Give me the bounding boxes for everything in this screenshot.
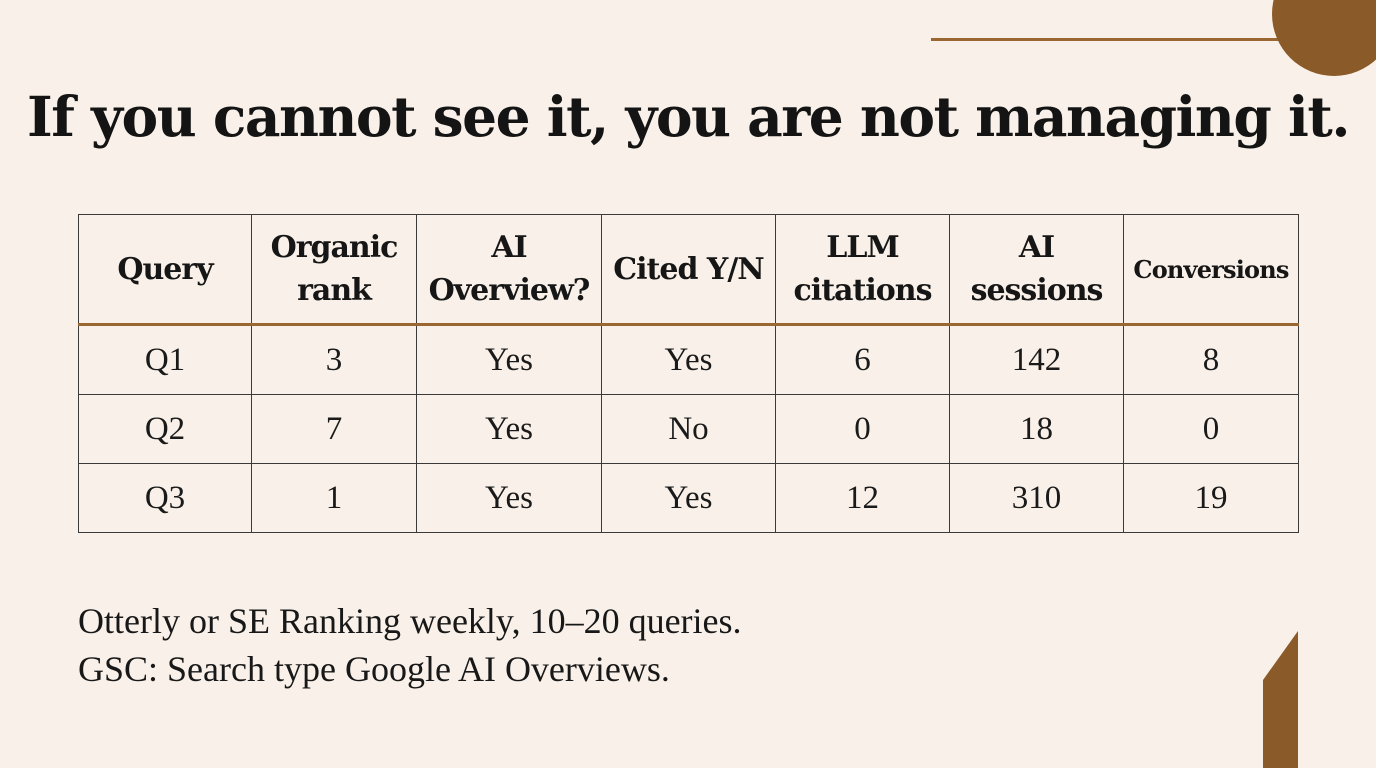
metrics-table: Query Organic rank AI Overview? Cited Y/…: [78, 214, 1299, 533]
table-cell-ai-sessions: 310: [949, 463, 1124, 533]
table-cell-organic-rank: 7: [251, 394, 417, 464]
table-cell-query: Q2: [78, 394, 252, 464]
table-cell-ai-overview: Yes: [416, 463, 602, 533]
table-cell-ai-overview: Yes: [416, 394, 602, 464]
column-header-cited: Cited Y/N: [601, 214, 776, 326]
table-cell-organic-rank: 1: [251, 463, 417, 533]
page-title: If you cannot see it, you are not managi…: [27, 84, 1350, 149]
table-cell-llm-citations: 12: [775, 463, 950, 533]
table-row: Q1 3 Yes Yes 6 142 8: [78, 324, 1299, 395]
table-cell-query: Q1: [78, 324, 252, 395]
column-header-ai-sessions: AI sessions: [949, 214, 1124, 326]
table-cell-llm-citations: 0: [775, 394, 950, 464]
column-header-llm-citations: LLM citations: [775, 214, 950, 326]
table-cell-conversions: 19: [1123, 463, 1299, 533]
column-header-conversions: Conversions: [1123, 214, 1299, 326]
column-header-query: Query: [78, 214, 252, 326]
table-cell-organic-rank: 3: [251, 324, 417, 395]
table-header-row: Query Organic rank AI Overview? Cited Y/…: [78, 214, 1299, 326]
column-header-ai-overview: AI Overview?: [416, 214, 602, 326]
table-cell-cited: No: [601, 394, 776, 464]
table-cell-cited: Yes: [601, 324, 776, 395]
table-cell-ai-sessions: 142: [949, 324, 1124, 395]
table-cell-llm-citations: 6: [775, 324, 950, 395]
table-cell-conversions: 0: [1123, 394, 1299, 464]
note-line: GSC: Search type Google AI Overviews.: [78, 649, 670, 689]
table-cell-query: Q3: [78, 463, 252, 533]
table-row: Q3 1 Yes Yes 12 310 19: [78, 463, 1299, 533]
table-row: Q2 7 Yes No 0 18 0: [78, 394, 1299, 464]
table-cell-ai-sessions: 18: [949, 394, 1124, 464]
column-header-organic-rank: Organic rank: [251, 214, 417, 326]
table-cell-conversions: 8: [1123, 324, 1299, 395]
notes: Otterly or SE Ranking weekly, 10–20 quer…: [78, 597, 742, 693]
table-cell-cited: Yes: [601, 463, 776, 533]
decorative-rule: [931, 38, 1291, 41]
note-line: Otterly or SE Ranking weekly, 10–20 quer…: [78, 601, 742, 641]
table-cell-ai-overview: Yes: [416, 324, 602, 395]
